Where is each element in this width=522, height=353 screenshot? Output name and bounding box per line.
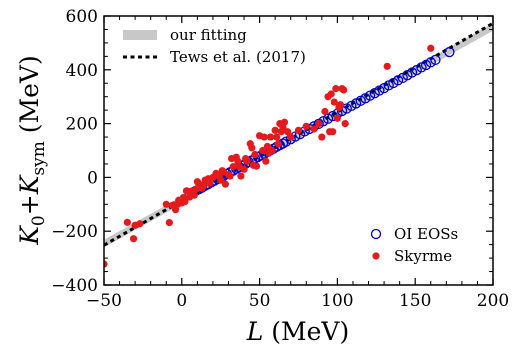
data-point bbox=[273, 133, 281, 141]
data-point bbox=[206, 179, 214, 187]
data-point bbox=[321, 107, 329, 116]
data-point bbox=[190, 191, 198, 199]
y-axis-label: K0+Ksym (MeV) bbox=[15, 55, 49, 246]
data-point bbox=[280, 118, 289, 126]
y-tick-label: 200 bbox=[66, 115, 98, 135]
data-point bbox=[430, 54, 441, 65]
data-point bbox=[427, 44, 435, 52]
data-point bbox=[260, 133, 268, 141]
legend-oi-marker bbox=[370, 228, 382, 240]
data-point bbox=[318, 133, 326, 141]
data-point bbox=[284, 128, 292, 136]
data-point bbox=[310, 125, 318, 133]
legend-fit-swatch bbox=[123, 30, 157, 40]
data-point bbox=[240, 165, 248, 173]
data-point bbox=[251, 150, 259, 159]
data-point bbox=[287, 133, 295, 141]
data-point bbox=[341, 120, 349, 128]
data-point bbox=[330, 98, 338, 106]
legend-skyrme-label: Skyrme bbox=[394, 247, 452, 265]
series-layer bbox=[104, 44, 455, 268]
data-point bbox=[136, 220, 144, 228]
data-point bbox=[266, 133, 275, 141]
data-point bbox=[329, 128, 337, 136]
series-skyrme bbox=[104, 44, 435, 268]
data-point bbox=[104, 260, 108, 268]
data-point bbox=[340, 86, 348, 94]
data-point bbox=[226, 172, 234, 180]
data-point bbox=[444, 46, 455, 58]
data-point bbox=[274, 140, 282, 148]
data-point bbox=[259, 146, 267, 155]
data-point bbox=[129, 235, 138, 243]
legend-top: our fitting Tews et al. (2017) bbox=[123, 26, 306, 66]
y-tick-label: 0 bbox=[87, 168, 98, 188]
x-ticks: −50 0 50 100 150 200 bbox=[86, 16, 509, 311]
data-point bbox=[294, 126, 303, 134]
data-point bbox=[271, 126, 279, 134]
y-ticks: −400 −200 0 200 400 600 bbox=[51, 7, 493, 296]
x-tick-label: 100 bbox=[321, 291, 353, 311]
data-point bbox=[252, 162, 261, 170]
data-point bbox=[181, 198, 189, 206]
data-point bbox=[262, 157, 270, 165]
data-point bbox=[336, 101, 345, 109]
data-point bbox=[237, 172, 245, 180]
data-point bbox=[302, 122, 310, 130]
x-tick-label: 0 bbox=[176, 291, 187, 311]
y-tick-label: −200 bbox=[51, 222, 98, 242]
y-tick-label: 400 bbox=[66, 61, 98, 81]
x-axis-label: L (MeV) bbox=[246, 317, 350, 346]
data-point bbox=[327, 90, 335, 98]
data-point bbox=[123, 218, 131, 226]
legend-fit-label: our fitting bbox=[170, 26, 247, 44]
legend-oi-label: OI EOSs bbox=[394, 225, 458, 243]
data-point bbox=[332, 85, 340, 93]
y-tick-label: −400 bbox=[51, 276, 98, 296]
data-point bbox=[315, 120, 323, 128]
x-tick-label: 150 bbox=[399, 291, 431, 311]
data-point bbox=[217, 176, 225, 184]
data-point bbox=[162, 200, 170, 208]
x-tick-label: 200 bbox=[477, 291, 509, 311]
data-point bbox=[243, 157, 251, 165]
data-point bbox=[268, 146, 276, 155]
data-point bbox=[248, 144, 256, 152]
legend-bottom: OI EOSs Skyrme bbox=[370, 225, 458, 265]
x-tick-label: −50 bbox=[86, 291, 122, 311]
y-tick-label: 600 bbox=[66, 7, 98, 27]
legend-skyrme-marker bbox=[372, 252, 380, 260]
legend-tews-label: Tews et al. (2017) bbox=[170, 48, 306, 66]
data-point bbox=[383, 62, 391, 70]
data-point bbox=[165, 218, 173, 227]
data-point bbox=[229, 163, 237, 171]
data-point bbox=[221, 180, 229, 188]
data-point bbox=[263, 142, 271, 151]
x-tick-label: 50 bbox=[249, 291, 271, 311]
data-point bbox=[333, 114, 341, 122]
